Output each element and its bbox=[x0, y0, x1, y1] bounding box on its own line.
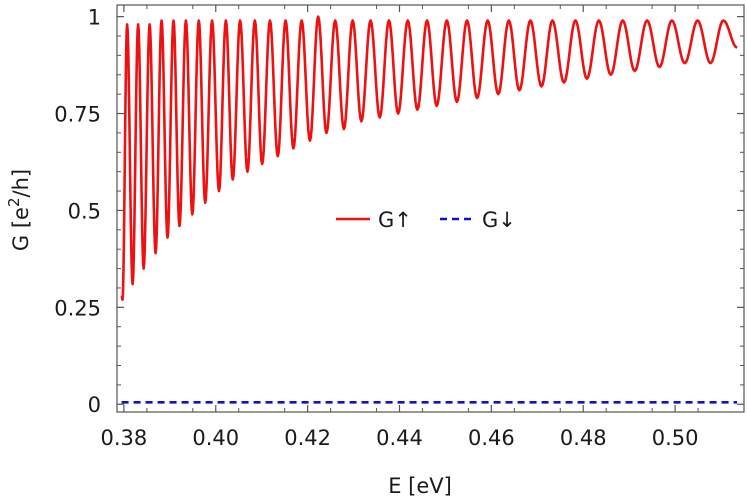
legend-label-g-up: G↑ bbox=[378, 208, 412, 232]
x-tick-label: 0.40 bbox=[192, 426, 239, 450]
y-tick-label: 0.5 bbox=[68, 199, 101, 223]
plot-frame bbox=[116, 4, 745, 413]
x-tick-label: 0.44 bbox=[376, 426, 423, 450]
legend-label-g-down: G↓ bbox=[482, 208, 516, 232]
x-tick-label: 0.46 bbox=[468, 426, 515, 450]
y-label-unit: /h] bbox=[9, 169, 33, 198]
y-axis-label: G [e2/h] bbox=[5, 169, 33, 251]
series-layer bbox=[120, 15, 738, 404]
x-tick-label: 0.42 bbox=[284, 426, 331, 450]
x-tick-label: 0.38 bbox=[101, 426, 148, 450]
x-axis-ticks: 0.38 0.40 0.42 0.44 0.46 0.48 0.50 bbox=[101, 5, 699, 450]
y-axis-ticks: 0 0.25 0.5 0.75 1 bbox=[54, 6, 744, 417]
y-tick-label: 0.75 bbox=[54, 103, 101, 127]
x-tick-label: 0.48 bbox=[560, 426, 607, 450]
series-g-up-line bbox=[120, 15, 738, 301]
y-label-main: G [e bbox=[9, 207, 33, 251]
y-label-superscript: 2 bbox=[5, 197, 23, 207]
legend: G↑ G↓ bbox=[336, 208, 516, 232]
x-axis-label: E [eV] bbox=[388, 474, 452, 498]
y-tick-label: 1 bbox=[88, 6, 101, 30]
y-tick-label: 0 bbox=[88, 393, 101, 417]
y-tick-label: 0.25 bbox=[54, 296, 101, 320]
x-tick-label: 0.50 bbox=[652, 426, 699, 450]
